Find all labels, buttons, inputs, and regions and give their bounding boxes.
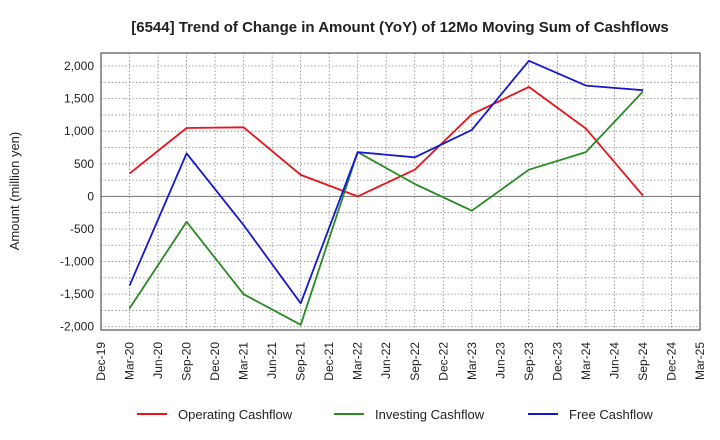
y-tick-label: 2,000 bbox=[64, 59, 94, 73]
y-tick-label: 1,000 bbox=[64, 124, 94, 138]
x-tick-label: Dec-23 bbox=[550, 342, 564, 381]
x-tick-label: Mar-22 bbox=[351, 342, 365, 380]
operating-cashflow-legend-label: Operating Cashflow bbox=[178, 407, 293, 422]
x-tick-label: Sep-21 bbox=[294, 342, 308, 381]
free-cashflow-legend-label: Free Cashflow bbox=[569, 407, 653, 422]
x-tick-label: Sep-22 bbox=[408, 342, 422, 381]
y-tick-label: -1,500 bbox=[60, 287, 94, 301]
x-tick-label: Sep-20 bbox=[180, 342, 194, 381]
x-tick-label: Jun-24 bbox=[607, 342, 621, 379]
y-tick-label: 1,500 bbox=[64, 92, 94, 106]
y-axis-label: Amount (million yen) bbox=[7, 132, 22, 251]
x-tick-label: Jun-23 bbox=[493, 342, 507, 379]
investing-cashflow-line bbox=[128, 90, 644, 326]
x-tick-label: Dec-19 bbox=[94, 342, 108, 381]
x-tick-label: Mar-24 bbox=[579, 342, 593, 380]
plot-area: 2,000 1,500 1,000 500 0 -500 -1,000 -1,500 -2,00… bbox=[60, 52, 707, 381]
x-tick-label: Sep-23 bbox=[522, 342, 536, 381]
chart-title: [6544] Trend of Change in Amount (YoY) o… bbox=[131, 19, 669, 36]
x-tick-label: Mar-20 bbox=[123, 342, 137, 380]
x-tick-label: Mar-23 bbox=[465, 342, 479, 380]
x-tick-label: Dec-24 bbox=[664, 342, 678, 381]
free-cashflow-line bbox=[128, 59, 644, 305]
y-tick-label: 500 bbox=[74, 157, 94, 171]
y-tick-label: -1,000 bbox=[60, 255, 94, 269]
plot-background bbox=[101, 53, 700, 330]
x-tick-label: Mar-25 bbox=[693, 342, 707, 380]
x-tick-label: Mar-21 bbox=[237, 342, 251, 380]
y-tick-label: 0 bbox=[87, 189, 94, 203]
x-tick-label: Dec-22 bbox=[436, 342, 450, 381]
x-tick-label: Jun-20 bbox=[151, 342, 165, 379]
legend: Operating Cashflow Investing Cashflow Free… bbox=[137, 407, 653, 422]
plot-frame bbox=[100, 52, 701, 331]
x-tick-label: Jun-21 bbox=[265, 342, 279, 379]
investing-cashflow-legend-label: Investing Cashflow bbox=[375, 407, 485, 422]
x-tick-label: Jun-22 bbox=[379, 342, 393, 379]
x-tick-label: Dec-21 bbox=[322, 342, 336, 381]
operating-cashflow-line bbox=[128, 86, 644, 198]
x-tick-label: Sep-24 bbox=[636, 342, 650, 381]
y-tick-label: -2,000 bbox=[60, 320, 94, 334]
x-tick-label: Dec-20 bbox=[208, 342, 222, 381]
y-tick-label: -500 bbox=[70, 222, 94, 236]
